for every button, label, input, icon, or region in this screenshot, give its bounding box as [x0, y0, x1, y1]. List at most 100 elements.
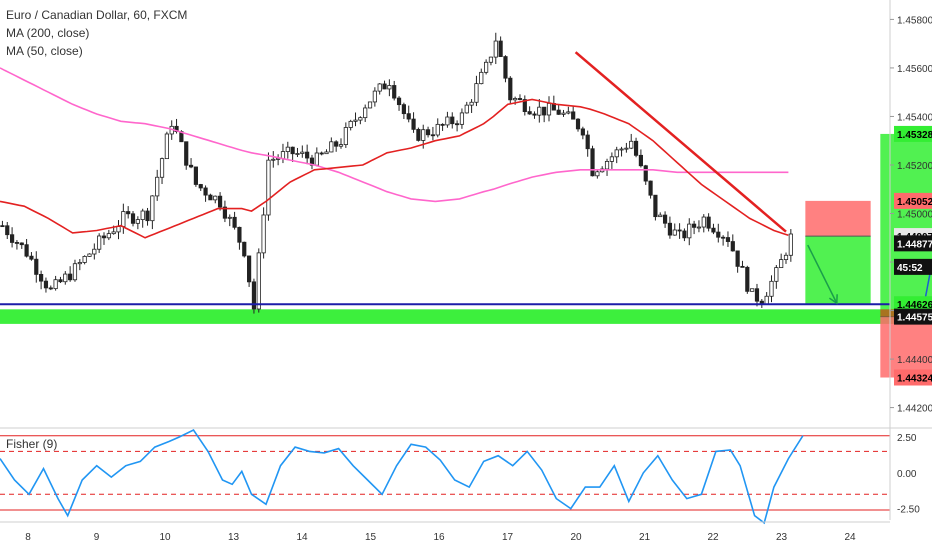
candle [625, 148, 628, 149]
candle [126, 212, 129, 214]
candle [44, 281, 47, 288]
candle [160, 159, 163, 178]
candle [571, 112, 574, 119]
candle [136, 220, 139, 224]
candle [673, 230, 676, 235]
candle [204, 188, 207, 195]
candle [591, 149, 594, 176]
candle [228, 217, 231, 218]
chart-title: Euro / Canadian Dollar, 60, FXCM [6, 6, 187, 24]
candle [707, 217, 710, 228]
candle [634, 141, 637, 155]
time-tick-label: 10 [159, 532, 171, 543]
candle [784, 255, 787, 259]
candle [755, 289, 758, 301]
candle [422, 130, 425, 141]
candle [407, 114, 410, 119]
position-target-zone [805, 236, 870, 304]
candle [736, 251, 739, 266]
candle [581, 129, 584, 135]
candle [460, 113, 463, 124]
candle [509, 78, 512, 100]
candle [605, 161, 608, 169]
candle [238, 227, 241, 242]
candle [688, 224, 691, 238]
candle [683, 231, 686, 238]
candle [426, 130, 429, 135]
candle [576, 119, 579, 129]
candle [775, 268, 778, 282]
candle [214, 196, 217, 200]
candle [731, 242, 734, 251]
candle [117, 227, 120, 232]
candle [480, 72, 483, 83]
price-tick-label: 1.45200 [897, 161, 932, 172]
candle [465, 105, 468, 113]
time-tick-label: 9 [94, 532, 100, 543]
candle [663, 215, 666, 223]
candle [538, 107, 541, 115]
candle [644, 166, 647, 181]
candle [35, 259, 38, 274]
candle [233, 217, 236, 227]
price-tick-label: 1.45400 [897, 112, 932, 123]
candle [73, 264, 76, 280]
candle [39, 274, 42, 281]
candle [397, 98, 400, 105]
candle [726, 238, 729, 242]
candle [93, 249, 96, 254]
candle [247, 256, 250, 282]
candle [451, 117, 454, 124]
candle [388, 85, 391, 88]
candle [262, 215, 265, 253]
candle [697, 227, 700, 228]
candle [165, 134, 168, 159]
candle [596, 172, 599, 176]
candle [301, 152, 304, 153]
candle [741, 266, 744, 267]
candle [59, 280, 62, 282]
candle [721, 237, 724, 238]
candle [557, 110, 560, 114]
candle [25, 245, 28, 256]
time-tick-label: 8 [25, 532, 31, 543]
price-label: 1.45328 [897, 130, 932, 141]
fisher-tick-label: 0.00 [897, 469, 917, 480]
candle [712, 228, 715, 232]
candle [330, 142, 333, 152]
candle [586, 135, 589, 149]
candle [649, 181, 652, 195]
indicator-label: Fisher (9) [6, 437, 57, 451]
candle [547, 103, 550, 115]
candle [199, 184, 202, 187]
candle [770, 281, 773, 296]
candle [518, 98, 521, 99]
candle [436, 124, 439, 135]
price-tick-label: 1.45000 [897, 210, 932, 221]
candle [562, 113, 565, 114]
candle [446, 117, 449, 125]
candle [339, 145, 342, 147]
candle [750, 289, 753, 292]
fisher-tick-label: -2.50 [897, 505, 920, 516]
time-tick-label: 15 [365, 532, 377, 543]
candle [291, 147, 294, 154]
candle [702, 217, 705, 227]
trendline [576, 52, 786, 232]
candle [717, 232, 720, 237]
time-tick-label: 20 [570, 532, 582, 543]
candle [68, 274, 71, 280]
candle [156, 177, 159, 196]
candle [368, 102, 371, 108]
price-label: 1.44324 [897, 374, 932, 385]
candle [151, 196, 154, 221]
candle [141, 211, 144, 220]
price-label: 1.45052 [897, 197, 932, 208]
candle [146, 211, 149, 221]
candle [30, 256, 33, 259]
candle [789, 234, 792, 255]
candle [659, 215, 662, 217]
candle [243, 242, 246, 256]
candle [354, 120, 357, 121]
